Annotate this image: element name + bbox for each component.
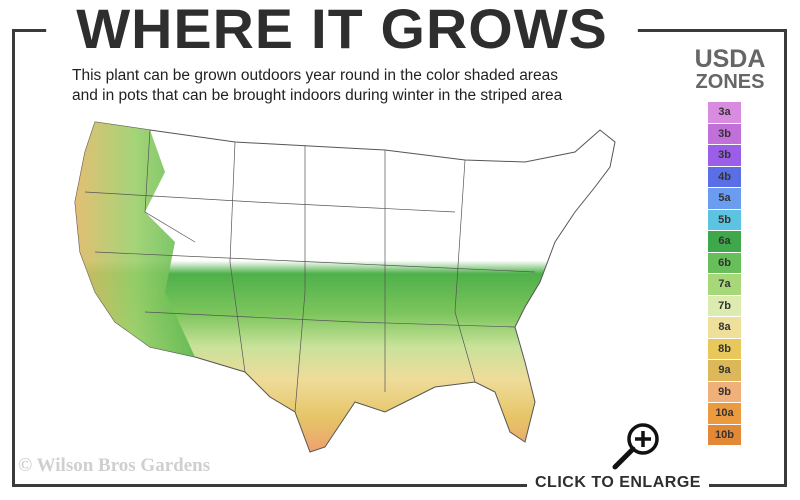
legend-zone-10b: 10b xyxy=(708,424,741,445)
legend-zone-3b: 3b xyxy=(708,145,741,166)
legend-zone-8a: 8a xyxy=(708,317,741,338)
legend-zone-9a: 9a xyxy=(708,360,741,381)
legend-zone-6b: 6b xyxy=(708,252,741,273)
legend-zone-5a: 5a xyxy=(708,188,741,209)
legend-title-line-2: ZONES xyxy=(695,71,765,93)
copyright-watermark: © Wilson Bros Gardens xyxy=(18,455,211,476)
legend-zone-3a: 3a xyxy=(708,102,741,123)
western-zones xyxy=(75,122,195,357)
description-line-2: and in pots that can be brought indoors … xyxy=(72,87,563,104)
page-title: WHERE IT GROWS xyxy=(46,0,638,58)
legend-zone-5b: 5b xyxy=(708,209,741,230)
legend-title: USDA ZONES xyxy=(680,46,780,92)
zone-legend: 3a 3b 3b 4b 5a 5b 6a 6b 7a 7b 8a 8b 9a 9b 10a 10b xyxy=(708,102,741,446)
click-to-enlarge-link[interactable]: CLICK TO ENLARGE xyxy=(527,474,709,492)
legend-zone-10a: 10a xyxy=(708,403,741,424)
magnifier-plus-icon[interactable] xyxy=(605,420,665,472)
legend-title-line-1: USDA xyxy=(694,45,766,73)
legend-zone-6a: 6a xyxy=(708,231,741,252)
legend-zone-8b: 8b xyxy=(708,338,741,359)
legend-zone-4b: 4b xyxy=(708,166,741,187)
us-zone-map[interactable] xyxy=(55,112,655,472)
legend-zone-7b: 7b xyxy=(708,295,741,316)
description-line-1: This plant can be grown outdoors year ro… xyxy=(72,67,558,84)
legend-zone-3b: 3b xyxy=(708,123,741,144)
legend-zone-7a: 7a xyxy=(708,274,741,295)
description: This plant can be grown outdoors year ro… xyxy=(72,66,562,106)
us-landmass xyxy=(74,121,616,453)
state-borders xyxy=(84,129,536,413)
legend-zone-9b: 9b xyxy=(708,381,741,402)
